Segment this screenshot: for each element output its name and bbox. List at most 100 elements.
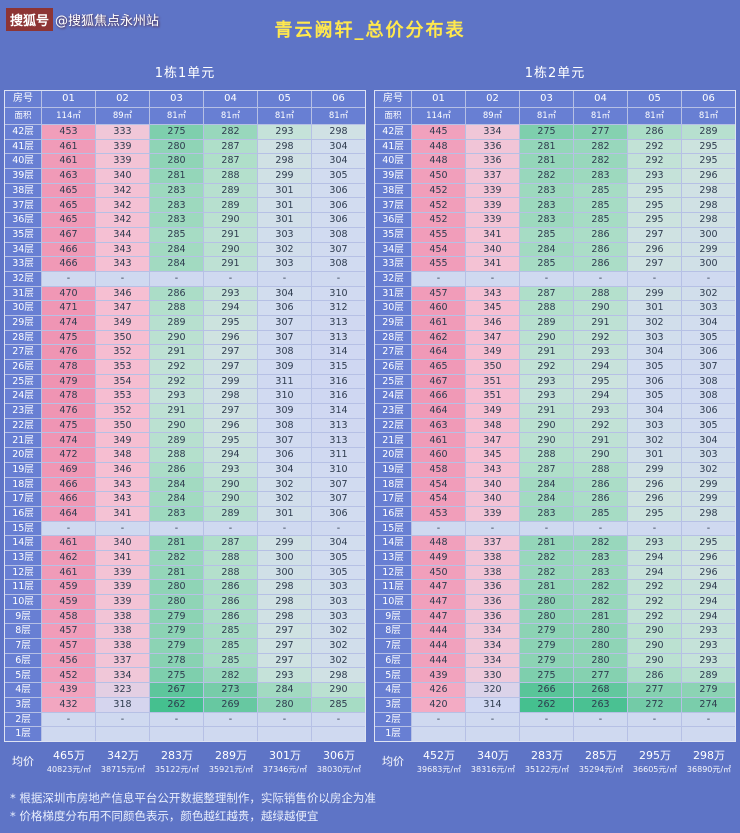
price-cell: 282 xyxy=(204,125,257,139)
price-cell: 283 xyxy=(520,506,573,521)
floor-label: 24层 xyxy=(375,389,411,404)
floor-label: 17层 xyxy=(5,492,41,506)
floor-label: 4层 xyxy=(5,683,41,697)
price-cell: 290 xyxy=(204,477,257,492)
average-unit-price: 35122元/㎡ xyxy=(524,764,570,774)
price-cell: 303 xyxy=(682,448,735,462)
price-cell: 285 xyxy=(574,506,627,521)
price-cell: 299 xyxy=(628,286,681,301)
price-cell: 462 xyxy=(42,550,95,565)
price-cell: 289 xyxy=(204,506,257,521)
price-cell: 337 xyxy=(466,169,519,183)
area-header: 114㎡ xyxy=(412,108,465,124)
price-cell: 476 xyxy=(42,345,95,359)
price-cell: 277 xyxy=(628,683,681,697)
price-cell: 288 xyxy=(574,286,627,301)
price-cell: 295 xyxy=(682,536,735,550)
floor-label: 16层 xyxy=(375,506,411,521)
floor-label: 5层 xyxy=(375,668,411,683)
average-cell: 452万 39683元/㎡ xyxy=(412,747,466,775)
price-cell: 295 xyxy=(682,139,735,154)
price-cell: 286 xyxy=(574,492,627,506)
area-header: 81㎡ xyxy=(312,108,365,124)
price-cell: 296 xyxy=(682,565,735,580)
price-cell: 293 xyxy=(682,653,735,668)
price-cell: 266 xyxy=(520,683,573,697)
floor-label: 23层 xyxy=(5,404,41,418)
price-cell: 339 xyxy=(96,565,149,580)
floor-label: 10层 xyxy=(5,595,41,609)
price-cell: 280 xyxy=(150,580,203,594)
price-cell: 292 xyxy=(574,418,627,433)
price-cell: 306 xyxy=(682,404,735,418)
price-cell: 301 xyxy=(258,198,311,213)
price-cell: 279 xyxy=(520,653,573,668)
price-cell: 285 xyxy=(204,639,257,653)
price-cell: 288 xyxy=(520,448,573,462)
price-cell: 296 xyxy=(682,169,735,183)
price-cell: 334 xyxy=(466,624,519,639)
price-cell: 290 xyxy=(204,242,257,257)
floor-label: 11层 xyxy=(375,580,411,594)
price-cell: 448 xyxy=(412,139,465,154)
price-cell: 280 xyxy=(574,624,627,639)
price-cell: 293 xyxy=(258,668,311,683)
average-row: 均价 452万 39683元/㎡ 340万 38316元/㎡ 283万 35122元/㎡ 28… xyxy=(374,747,736,775)
area-header: 81㎡ xyxy=(150,108,203,124)
dash-cell: - xyxy=(312,712,365,727)
price-cell: 349 xyxy=(466,404,519,418)
price-cell: 295 xyxy=(204,433,257,448)
price-cell: 467 xyxy=(42,227,95,242)
dash-cell: - xyxy=(628,712,681,727)
price-cell: 302 xyxy=(258,492,311,506)
price-cell: 478 xyxy=(42,389,95,404)
dash-cell: - xyxy=(312,271,365,286)
price-cell: 275 xyxy=(520,125,573,139)
price-cell: 283 xyxy=(574,550,627,565)
average-unit-price: 38316元/㎡ xyxy=(470,764,516,774)
empty-cell xyxy=(42,727,95,741)
price-cell: 465 xyxy=(42,183,95,198)
price-cell: 347 xyxy=(466,330,519,345)
price-cell: 286 xyxy=(150,286,203,301)
unit-header: 02 xyxy=(96,91,149,107)
price-cell: 281 xyxy=(520,154,573,169)
floor-label: 23层 xyxy=(375,404,411,418)
price-cell: 465 xyxy=(42,213,95,227)
price-cell: 290 xyxy=(204,213,257,227)
price-cell: 344 xyxy=(96,227,149,242)
price-cell: 296 xyxy=(204,330,257,345)
price-cell: 461 xyxy=(42,536,95,550)
floor-label: 4层 xyxy=(375,683,411,697)
price-cell: 281 xyxy=(574,609,627,624)
price-cell: 303 xyxy=(258,227,311,242)
price-cell: 293 xyxy=(628,536,681,550)
price-cell: 463 xyxy=(412,418,465,433)
price-cell: 303 xyxy=(628,418,681,433)
price-cell: 292 xyxy=(150,374,203,389)
price-cell: 284 xyxy=(150,257,203,271)
price-cell: 281 xyxy=(150,169,203,183)
price-cell: 464 xyxy=(42,506,95,521)
price-cell: 295 xyxy=(628,213,681,227)
price-cell: 349 xyxy=(466,345,519,359)
floor-label: 2层 xyxy=(5,712,41,727)
empty-cell xyxy=(466,727,519,741)
price-cell: 346 xyxy=(96,286,149,301)
price-cell: 444 xyxy=(412,624,465,639)
price-cell: 343 xyxy=(96,492,149,506)
empty-cell xyxy=(412,727,465,741)
price-cell: 282 xyxy=(520,169,573,183)
price-cell: 309 xyxy=(258,404,311,418)
average-total-price: 283万 xyxy=(531,748,563,762)
price-cell: 291 xyxy=(150,345,203,359)
price-cell: 476 xyxy=(42,404,95,418)
price-cell: 285 xyxy=(574,213,627,227)
price-cell: 300 xyxy=(258,565,311,580)
dash-cell: - xyxy=(96,271,149,286)
footnote-color-legend: * 价格梯度分布用不同颜色表示，颜色越红越贵，越绿越便宜 xyxy=(10,809,319,824)
empty-cell xyxy=(258,727,311,741)
price-cell: 281 xyxy=(520,139,573,154)
price-cell: 292 xyxy=(628,595,681,609)
price-cell: 285 xyxy=(312,697,365,712)
